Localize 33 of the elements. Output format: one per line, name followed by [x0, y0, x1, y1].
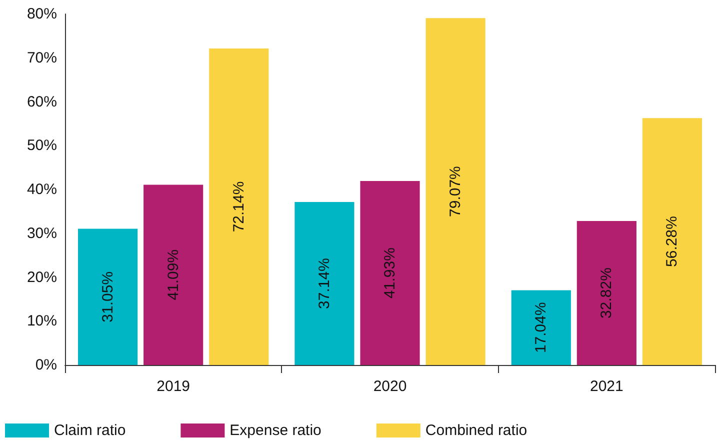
bar — [209, 48, 269, 365]
data-label: 79.07% — [447, 166, 464, 217]
y-tick-label: 80% — [26, 6, 57, 22]
y-tick-label: 40% — [26, 181, 57, 198]
data-label: 72.14% — [230, 181, 248, 232]
y-tick-label: 10% — [26, 312, 57, 330]
x-tick-label: 2019 — [156, 378, 190, 395]
legend-label: Claim ratio — [54, 422, 126, 439]
y-tick-label: 50% — [26, 137, 57, 154]
bar — [144, 184, 204, 365]
bar — [78, 228, 138, 365]
bar — [576, 221, 636, 365]
bar — [294, 202, 354, 365]
x-tick-label: 2020 — [373, 378, 407, 395]
data-label: 56.28% — [664, 216, 681, 267]
legend-label: Expense ratio — [230, 422, 322, 439]
data-label: 37.14% — [316, 258, 333, 309]
x-tick-label: 2021 — [590, 378, 624, 395]
y-tick-label: 30% — [26, 224, 57, 242]
bar — [426, 18, 486, 365]
legend-label: Combined ratio — [425, 422, 528, 439]
bar — [642, 118, 702, 365]
y-tick-label: 0% — [35, 356, 57, 374]
data-label: 31.05% — [99, 271, 116, 322]
data-label: 41.93% — [382, 248, 398, 298]
bar — [511, 290, 571, 365]
y-tick-label: 20% — [26, 268, 57, 286]
bar — [360, 181, 420, 365]
y-tick-label: 60% — [26, 93, 57, 110]
data-label: 17.04% — [532, 302, 550, 354]
y-tick-label: 70% — [26, 49, 57, 66]
data-label: 41.09% — [164, 249, 182, 300]
data-label: 32.82% — [598, 268, 616, 318]
